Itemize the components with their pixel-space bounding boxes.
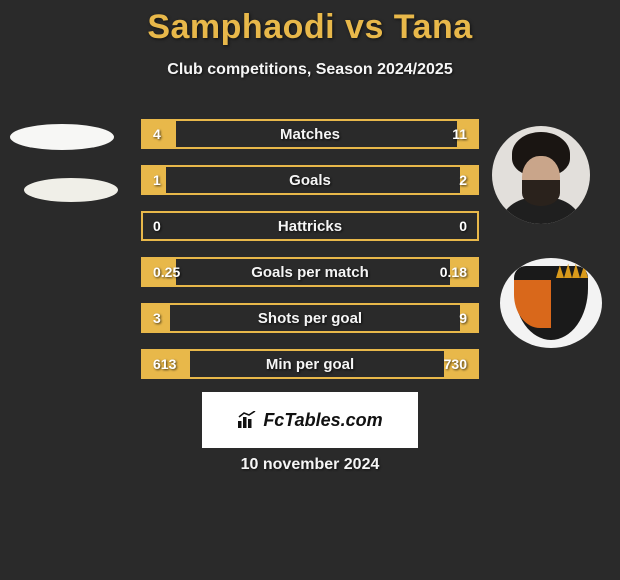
stat-label: Hattricks (143, 218, 477, 235)
badge-label: FcTables.com (263, 410, 382, 431)
player-right-avatar (492, 126, 590, 224)
stat-label: Shots per goal (143, 310, 477, 327)
page-title: Samphaodi vs Tana (0, 8, 620, 47)
date-label: 10 november 2024 (0, 456, 620, 474)
stat-row: 12Goals (141, 165, 479, 195)
team-right-logo (500, 258, 602, 348)
player-left-avatar (10, 124, 114, 150)
stat-label: Goals per match (143, 264, 477, 281)
team-left-logo (24, 178, 118, 202)
stat-row: 411Matches (141, 119, 479, 149)
stat-row: 39Shots per goal (141, 303, 479, 333)
stat-label: Goals (143, 172, 477, 189)
stat-label: Min per goal (143, 356, 477, 373)
stat-row: 00Hattricks (141, 211, 479, 241)
stat-label: Matches (143, 126, 477, 143)
stat-row: 613730Min per goal (141, 349, 479, 379)
stats-list: 411Matches 12Goals 00Hattricks 0.250.18Goal… (141, 119, 479, 379)
source-badge: FcTables.com (202, 392, 418, 448)
stat-row: 0.250.18Goals per match (141, 257, 479, 287)
chart-icon (237, 411, 259, 429)
subtitle: Club competitions, Season 2024/2025 (0, 61, 620, 79)
